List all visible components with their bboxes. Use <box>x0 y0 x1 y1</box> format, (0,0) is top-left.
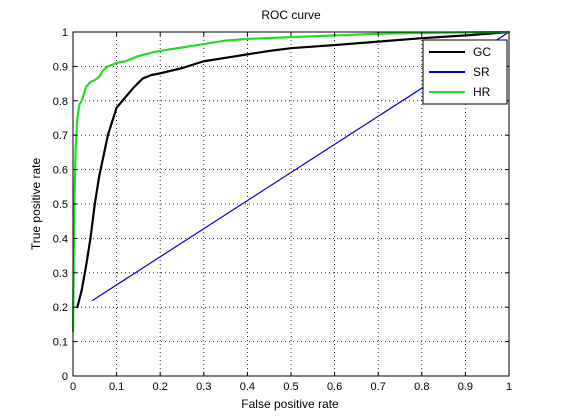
x-tick-label: 0.4 <box>240 381 255 393</box>
series-line-gc <box>76 30 511 309</box>
x-tick-label: 0.5 <box>283 381 298 393</box>
legend-label-gc: GC <box>473 45 491 59</box>
y-tick-label: 0.6 <box>53 165 68 177</box>
series-line-hr <box>71 30 511 333</box>
x-tick-label: 0.6 <box>327 381 342 393</box>
x-tick-label: 0.3 <box>196 381 211 393</box>
legend-label-hr: HR <box>473 85 491 99</box>
x-tick-label: 0.7 <box>371 381 386 393</box>
x-tick-label: 1 <box>506 381 512 393</box>
y-axis-label: True positive rate <box>29 158 43 251</box>
x-tick-label: 0.2 <box>153 381 168 393</box>
y-tick-label: 0.8 <box>53 96 68 108</box>
axis-ticks: 0 0.1 0.2 0.3 0.4 0.5 0.6 0.7 0.8 0.9 1 0 0.1 0.2 0.3 0… <box>53 27 512 393</box>
legend-label-sr: SR <box>473 65 490 79</box>
y-tick-label: 1 <box>62 27 68 39</box>
x-axis-label: False positive rate <box>241 397 339 411</box>
y-tick-label: 0 <box>62 371 68 383</box>
grid-lines <box>73 32 509 376</box>
y-tick-label: 0.7 <box>53 130 68 142</box>
y-tick-label: 0.5 <box>53 199 68 211</box>
chart-title: ROC curve <box>261 8 321 22</box>
y-tick-label: 0.3 <box>53 268 68 280</box>
y-tick-label: 0.4 <box>53 233 68 245</box>
x-tick-label: 0.1 <box>109 381 124 393</box>
x-tick-label: 0.9 <box>458 381 473 393</box>
y-tick-label: 0.1 <box>53 337 68 349</box>
y-tick-label: 0.9 <box>53 61 68 73</box>
x-tick-label: 0 <box>70 381 76 393</box>
x-tick-label: 0.8 <box>414 381 429 393</box>
legend: GC SR HR <box>422 39 508 105</box>
y-tick-label: 0.2 <box>53 302 68 314</box>
